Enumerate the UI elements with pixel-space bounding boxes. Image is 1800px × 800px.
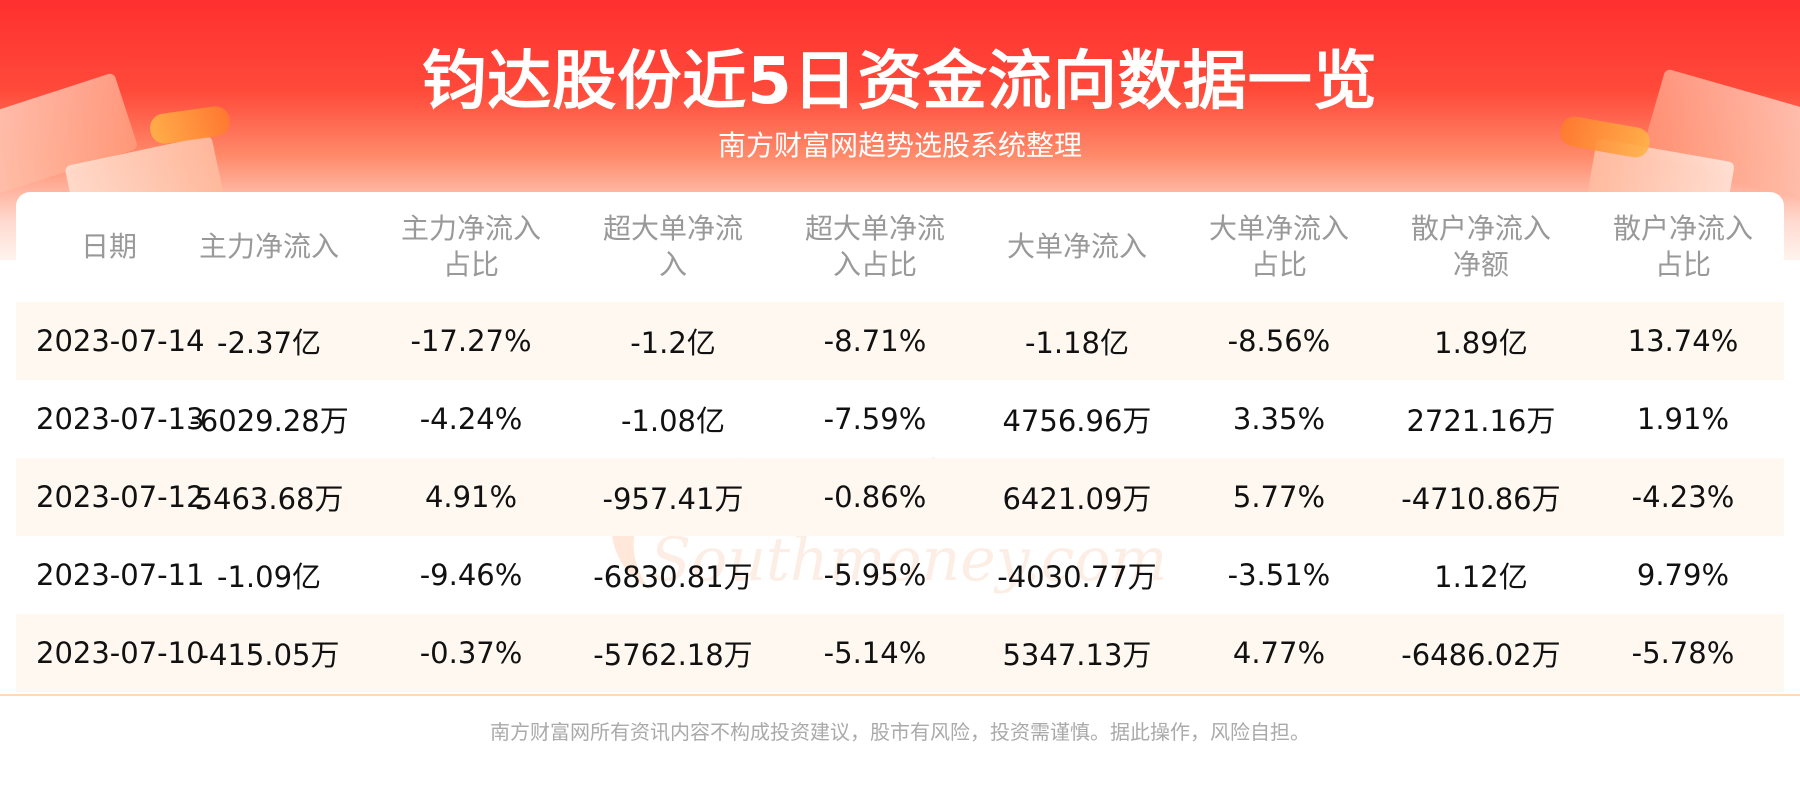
main-net-inflow-cell: 5463.68万	[168, 458, 371, 536]
xl-order-net-inflow-ratio-cell: -8.71%	[773, 302, 976, 380]
page-title: 钧达股份近5日资金流向数据一览	[422, 45, 1378, 119]
column-header: 超大单净流 入占比	[804, 212, 945, 281]
main-net-inflow-ratio-cell: 4.91%	[370, 458, 572, 536]
xl-order-net-inflow-cell: -5762.18万	[572, 614, 774, 692]
table-header-row: 日期 主力净流入 主力净流入 占比 超大单净流入 超大单净流 入占比 大单净流入 大…	[16, 192, 1784, 302]
table-card	[16, 192, 1784, 692]
column-header: 大单净流入	[1006, 230, 1147, 263]
disclaimer-text: 南方财富网所有资讯内容不构成投资建议，股市有风险，投资需谨慎。据此操作，风险自担…	[490, 720, 1310, 744]
retail-net-inflow-cell: 1.12亿	[1434, 560, 1528, 594]
date-cell: 2023-07-10	[16, 614, 205, 692]
xl-order-net-inflow-cell: -6830.81万	[593, 560, 753, 594]
main-net-inflow-ratio-cell: -4.24%	[419, 402, 523, 436]
column-header: 超大单净流入	[602, 212, 743, 281]
retail-net-inflow-cell: 2721.16万	[1406, 404, 1556, 438]
page-subtitle: 南方财富网趋势选股系统整理	[717, 129, 1082, 162]
xl-order-net-inflow-ratio-cell: -0.86%	[773, 458, 976, 536]
date-cell: 2023-07-12	[16, 458, 205, 536]
large-order-net-inflow-ratio-cell: -3.51%	[1227, 558, 1331, 592]
table-row: 2023-07-14 -2.37亿 -17.27% -1.2亿 -8.71% -…	[16, 302, 1784, 380]
large-order-net-inflow-cell: -1.18亿	[975, 302, 1178, 380]
xl-order-net-inflow-cell: -1.08亿	[620, 404, 726, 438]
column-header: 散户净流入 净额	[1410, 212, 1551, 281]
large-order-net-inflow-cell: 5347.13万	[975, 614, 1178, 692]
main-net-inflow-ratio-cell: -9.46%	[419, 558, 523, 592]
date-cell: 2023-07-11	[36, 558, 205, 592]
date-cell: 2023-07-13	[36, 402, 205, 436]
retail-net-inflow-cell: -6486.02万	[1379, 614, 1582, 692]
column-header: 日期	[81, 230, 138, 263]
retail-net-inflow-cell: 1.89亿	[1379, 302, 1582, 380]
retail-net-inflow-ratio-cell: -5.78%	[1581, 614, 1784, 692]
large-order-net-inflow-cell: -4030.77万	[997, 560, 1157, 594]
retail-net-inflow-ratio-cell: -4.23%	[1581, 458, 1784, 536]
xl-order-net-inflow-ratio-cell: -5.14%	[773, 614, 976, 692]
large-order-net-inflow-cell: 4756.96万	[1002, 404, 1152, 438]
column-header: 主力净流入 占比	[401, 212, 542, 281]
main-net-inflow-cell: -2.37亿	[168, 302, 371, 380]
large-order-net-inflow-ratio-cell: 3.35%	[1232, 402, 1326, 436]
main-net-inflow-cell: -6029.28万	[189, 404, 349, 438]
retail-net-inflow-ratio-cell: 1.91%	[1636, 402, 1730, 436]
main-net-inflow-cell: -415.05万	[168, 614, 371, 692]
main-net-inflow-ratio-cell: -0.37%	[370, 614, 572, 692]
retail-net-inflow-cell: -4710.86万	[1379, 458, 1582, 536]
date-cell: 2023-07-14	[16, 302, 205, 380]
table-row: 2023-07-12 5463.68万 4.91% -957.41万 -0.86…	[16, 458, 1784, 536]
large-order-net-inflow-ratio-cell: -8.56%	[1177, 302, 1380, 380]
large-order-net-inflow-cell: 6421.09万	[975, 458, 1178, 536]
column-header: 大单净流入 占比	[1208, 212, 1349, 281]
footer-divider	[0, 694, 1800, 696]
xl-order-net-inflow-ratio-cell: -5.95%	[823, 558, 927, 592]
retail-net-inflow-ratio-cell: 9.79%	[1636, 558, 1730, 592]
xl-order-net-inflow-cell: -1.2亿	[572, 302, 774, 380]
main-net-inflow-ratio-cell: -17.27%	[370, 302, 572, 380]
main-net-inflow-cell: -1.09亿	[217, 560, 322, 594]
fund-flow-table: 日期 主力净流入 主力净流入 占比 超大单净流入 超大单净流 入占比 大单净流入 大…	[16, 192, 1784, 692]
large-order-net-inflow-ratio-cell: 4.77%	[1177, 614, 1380, 692]
table-row: 2023-07-13 -6029.28万 -4.24% -1.08亿 -7.59…	[16, 380, 1784, 458]
xl-order-net-inflow-cell: -957.41万	[572, 458, 774, 536]
retail-net-inflow-ratio-cell: 13.74%	[1581, 302, 1784, 380]
column-header: 散户净流入 占比	[1612, 212, 1753, 281]
column-header: 主力净流入	[199, 230, 340, 263]
large-order-net-inflow-ratio-cell: 5.77%	[1177, 458, 1380, 536]
table-row: 2023-07-10 -415.05万 -0.37% -5762.18万 -5.…	[16, 614, 1784, 692]
xl-order-net-inflow-ratio-cell: -7.59%	[823, 402, 927, 436]
table-row: 2023-07-11 -1.09亿 -9.46% -6830.81万 -5.95…	[16, 536, 1784, 614]
